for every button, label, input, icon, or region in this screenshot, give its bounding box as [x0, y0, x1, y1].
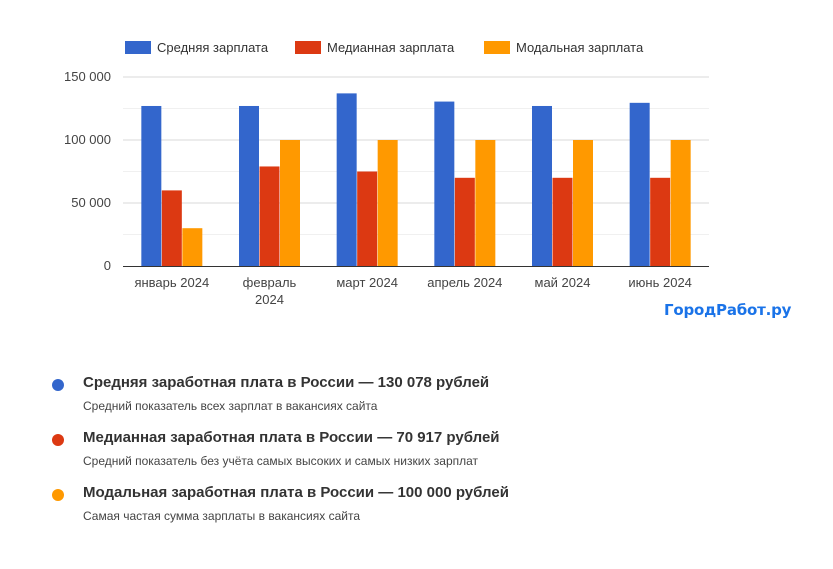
legend-swatch [125, 41, 151, 54]
y-tick-label: 150 000 [64, 69, 111, 84]
salary-notes-list: Средняя заработная плата в России — 130 … [50, 373, 750, 538]
bar [259, 166, 280, 266]
x-tick-label: январь 2024 [134, 275, 209, 290]
red-dot-icon [52, 434, 64, 446]
x-tick-label: февраль [243, 275, 297, 290]
bar [532, 105, 552, 266]
legend-label: Медианная зарплата [327, 40, 455, 55]
note-subtitle: Средний показатель всех зарплат в ваканс… [83, 399, 378, 413]
legend-swatch [295, 41, 321, 54]
bar [475, 140, 496, 266]
note-subtitle: Средний показатель без учёта самых высок… [83, 454, 479, 468]
blue-dot-icon [52, 379, 64, 391]
note-average-salary: Средняя заработная плата в России — 130 … [50, 373, 750, 428]
x-tick-label: 2024 [255, 292, 284, 307]
note-modal-salary: Модальная заработная плата в России — 10… [50, 483, 750, 538]
bar [280, 140, 300, 266]
bar [377, 140, 398, 266]
orange-dot-icon [52, 489, 64, 501]
bar [182, 228, 203, 266]
legend-label: Модальная зарплата [516, 40, 644, 55]
bar [357, 171, 378, 266]
bar [141, 105, 162, 266]
bar [239, 105, 259, 266]
bar [161, 190, 182, 266]
legend-swatch [484, 41, 510, 54]
x-tick-label: май 2024 [535, 275, 591, 290]
y-tick-label: 100 000 [64, 132, 111, 147]
note-title: Модальная заработная плата в России — 10… [83, 484, 509, 501]
x-tick-label: июнь 2024 [628, 275, 692, 290]
salary-bar-chart: 0 50 000 100 000 150 000 январь 2024 февраль 2… [64, 40, 709, 307]
note-median-salary: Медианная заработная плата в России — 70… [50, 428, 750, 483]
x-tick-label: март 2024 [336, 275, 398, 290]
bar [650, 177, 671, 266]
bar [434, 101, 455, 266]
note-title: Медианная заработная плата в России — 70… [83, 429, 500, 446]
bar [670, 140, 691, 266]
bar [573, 140, 593, 266]
bar [552, 177, 573, 266]
note-subtitle: Самая частая сумма зарплаты в вакансиях … [83, 509, 360, 523]
x-tick-label: апрель 2024 [427, 275, 502, 290]
legend-label: Средняя зарплата [157, 40, 269, 55]
bar [629, 102, 650, 266]
bar [336, 93, 357, 266]
gorodrabot-logo[interactable]: ГородРабот.ру [664, 301, 792, 319]
note-title: Средняя заработная плата в России — 130 … [83, 374, 490, 391]
bar [454, 177, 475, 266]
y-tick-label: 50 000 [71, 195, 111, 210]
y-tick-label: 0 [104, 258, 111, 273]
